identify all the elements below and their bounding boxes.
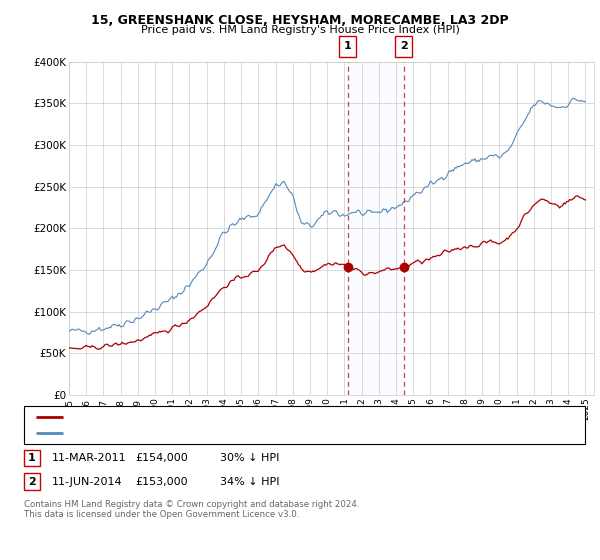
Text: 11-JUN-2014: 11-JUN-2014 [52,477,122,487]
Text: 1: 1 [28,453,35,463]
Text: 1: 1 [344,41,352,52]
Text: 2: 2 [28,477,35,487]
Text: 30% ↓ HPI: 30% ↓ HPI [220,453,279,463]
Text: Price paid vs. HM Land Registry's House Price Index (HPI): Price paid vs. HM Land Registry's House … [140,25,460,35]
Bar [347,62,404,395]
Text: 34% ↓ HPI: 34% ↓ HPI [220,477,279,487]
Text: £154,000: £154,000 [136,453,188,463]
Text: 15, GREENSHANK CLOSE, HEYSHAM, MORECAMBE, LA3 2DP: 15, GREENSHANK CLOSE, HEYSHAM, MORECAMBE… [91,14,509,27]
Text: £153,000: £153,000 [136,477,188,487]
Text: HPI: Average price, detached house, Lancaster: HPI: Average price, detached house, Lanc… [69,428,298,438]
Text: 15, GREENSHANK CLOSE, HEYSHAM, MORECAMBE, LA3 2DP (detached house): 15, GREENSHANK CLOSE, HEYSHAM, MORECAMBE… [69,412,452,422]
Text: 2: 2 [400,41,407,52]
Text: Contains HM Land Registry data © Crown copyright and database right 2024.
This d: Contains HM Land Registry data © Crown c… [24,500,359,520]
Text: 11-MAR-2011: 11-MAR-2011 [52,453,126,463]
